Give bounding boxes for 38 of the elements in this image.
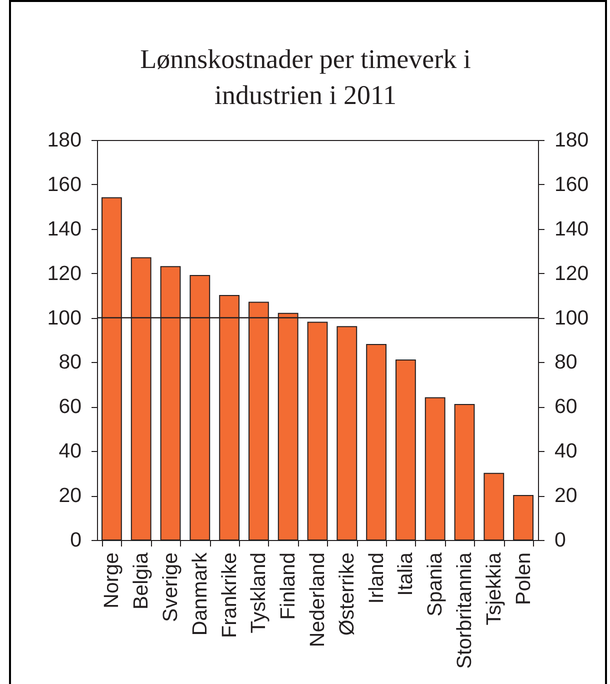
x-tick-label: Italia: [394, 552, 418, 596]
bar: [336, 326, 358, 540]
chart-title: Lønnskostnader per timeverk i industrien i 2011: [140, 44, 471, 110]
y-tick-label: 100: [47, 306, 82, 330]
y-tick-label: 40: [58, 440, 82, 463]
x-tick-label: Finland: [276, 552, 300, 620]
y2-tick-label: 100: [554, 306, 589, 330]
x-tick-label: Belgia: [130, 552, 153, 610]
y2-tick-label: 40: [554, 440, 578, 463]
x-tick-label: Spania: [424, 552, 447, 616]
y2-tick-label: 180: [554, 128, 589, 152]
y2-tick-label: 80: [554, 350, 578, 374]
x-tick-label: Sverige: [159, 552, 182, 622]
y2-tick-label: 20: [554, 484, 578, 508]
y2-tick-label: 120: [554, 262, 589, 285]
y-tick-label: 0: [70, 528, 82, 552]
y-tick-label: 120: [47, 262, 82, 285]
x-tick-label: Polen: [512, 552, 535, 605]
x-tick-label: Østerrike: [335, 552, 358, 636]
y2-tick-label: 140: [554, 217, 589, 240]
x-tick-label: Nederland: [306, 552, 329, 648]
y2-tick-label: 0: [554, 528, 566, 552]
y-tick-label: 80: [58, 350, 82, 374]
y-tick-label: 140: [47, 217, 82, 240]
y-tick-label: 60: [58, 395, 82, 418]
y2-tick-label: 160: [554, 172, 589, 196]
x-tick-label: Norge: [100, 552, 124, 608]
x-tick-label: Tsjekkia: [482, 552, 506, 626]
x-tick-label: Storbritannia: [453, 552, 476, 669]
y2-tick-label: 60: [554, 395, 578, 418]
y-tick-label: 20: [58, 484, 82, 508]
bar: [484, 472, 504, 540]
x-tick-label: Tyskland: [247, 552, 270, 634]
y-tick-label: 160: [47, 172, 82, 196]
x-tick-label: Irland: [364, 552, 388, 604]
x-tick-label: Frankrike: [218, 552, 241, 638]
y-tick-label: 180: [47, 128, 82, 152]
x-tick-label: Danmark: [188, 552, 212, 636]
